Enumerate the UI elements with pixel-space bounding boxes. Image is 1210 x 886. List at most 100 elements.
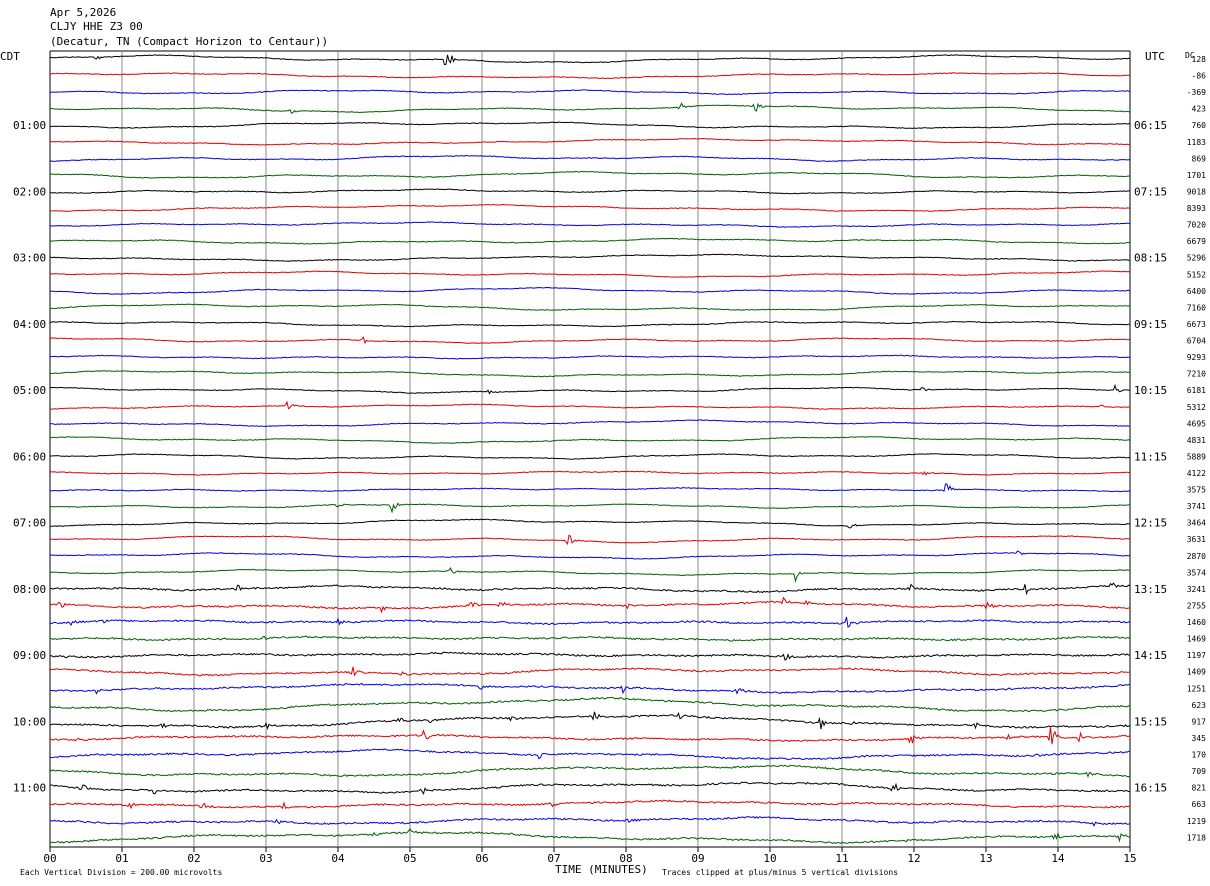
x-axis-ticks: 00 01 02 03 04 05 06 07 08 09 10 11 12 13 14 15 <box>43 847 1137 865</box>
trace-line <box>49 270 1131 278</box>
dc-offset-label: -86 <box>1192 72 1207 81</box>
dc-offset-label: 7160 <box>1187 303 1206 312</box>
dc-offset-label: 4122 <box>1187 469 1206 478</box>
trace-line <box>49 170 1131 179</box>
trace-line <box>49 748 1131 761</box>
trace-line <box>49 470 1130 476</box>
left-hour-label: 08:00 <box>13 583 46 596</box>
dc-offset-label: 4831 <box>1187 436 1206 445</box>
dc-offset-label: 345 <box>1192 734 1207 743</box>
x-tick-label: 09 <box>691 852 704 865</box>
dc-offset-label: 1409 <box>1187 668 1206 677</box>
dc-offset-label: 663 <box>1192 800 1207 809</box>
x-tick-label: 14 <box>1051 852 1065 865</box>
dc-offset-label: 170 <box>1192 751 1207 760</box>
dc-offset-label: 3575 <box>1187 486 1206 495</box>
dc-offset-label: 1460 <box>1187 618 1206 627</box>
trace-line <box>49 89 1131 96</box>
right-hour-label: 08:15 <box>1134 252 1167 265</box>
trace-line <box>49 596 1130 614</box>
dc-offset-label: 760 <box>1192 121 1207 130</box>
dc-offset-label: 2755 <box>1187 601 1206 610</box>
dc-offset-label: 5296 <box>1187 254 1206 263</box>
left-hour-label: 06:00 <box>13 450 46 463</box>
dc-offset-label: 3464 <box>1187 519 1206 528</box>
trace-line <box>49 726 1131 745</box>
right-hour-label: 14:15 <box>1134 649 1167 662</box>
trace-line <box>49 567 1131 583</box>
trace-line <box>49 253 1131 262</box>
dc-offset-label: 7020 <box>1187 221 1206 230</box>
trace-line <box>49 137 1131 146</box>
trace-line <box>49 320 1130 328</box>
right-hour-label: 06:15 <box>1134 119 1167 132</box>
left-hour-label: 11:00 <box>13 782 46 795</box>
dc-offset-label: 7210 <box>1187 370 1206 379</box>
x-tick-label: 12 <box>907 852 920 865</box>
trace-line <box>49 221 1131 228</box>
dc-offset-label: 1469 <box>1187 635 1206 644</box>
trace-line <box>49 683 1130 695</box>
right-hour-label: 13:15 <box>1134 583 1167 596</box>
trace-line <box>49 354 1131 360</box>
dc-offset-label: 1701 <box>1187 171 1206 180</box>
x-tick-label: 05 <box>403 852 416 865</box>
x-tick-label: 11 <box>835 852 848 865</box>
trace-line <box>49 483 1130 493</box>
dc-offset-label: 4695 <box>1187 419 1206 428</box>
dc-offset-label: 1197 <box>1187 651 1206 660</box>
trace-line <box>49 383 1130 395</box>
right-hour-label: 15:15 <box>1134 715 1167 728</box>
trace-line <box>49 534 1131 546</box>
x-axis-label: TIME (MINUTES) <box>555 863 648 876</box>
dc-offset-label: 5312 <box>1187 403 1206 412</box>
right-hour-label: 07:15 <box>1134 185 1167 198</box>
trace-line <box>49 121 1131 130</box>
trace-line <box>49 54 1131 66</box>
dc-offset-label: 3741 <box>1187 502 1206 511</box>
trace-line <box>49 518 1131 529</box>
dc-offset-label: 2870 <box>1187 552 1206 561</box>
right-hour-label: 11:15 <box>1134 450 1167 463</box>
dc-offset-label: 623 <box>1192 701 1207 710</box>
dc-offset-label: 709 <box>1192 767 1207 776</box>
left-hour-label: 01:00 <box>13 119 46 132</box>
dc-offset-label: 5152 <box>1187 270 1206 279</box>
x-tick-label: 01 <box>115 852 128 865</box>
dc-offset-label: 8393 <box>1187 204 1206 213</box>
dc-offset-label: 1183 <box>1187 138 1206 147</box>
dc-offset-label: 6704 <box>1187 337 1206 346</box>
trace-line <box>50 781 1131 795</box>
trace-line <box>50 419 1131 428</box>
x-tick-label: 03 <box>259 852 272 865</box>
dc-offset-label: 9018 <box>1187 187 1206 196</box>
seismic-traces <box>49 54 1131 844</box>
dc-offset-label: 423 <box>1192 105 1207 114</box>
right-hour-label: 12:15 <box>1134 517 1167 530</box>
dc-offset-labels: 128 -86 -369 423 760 1183 869 1701 9018 8393 7020 6… <box>1187 55 1206 842</box>
dc-offset-label: 1718 <box>1187 833 1206 842</box>
trace-line <box>49 400 1130 410</box>
dc-offset-label: 1251 <box>1187 684 1206 693</box>
trace-line <box>49 696 1131 713</box>
x-tick-label: 13 <box>979 852 992 865</box>
right-hour-labels: 06:15 07:15 08:15 09:15 10:15 11:15 12:15 13:15… <box>1134 119 1167 794</box>
header-location: (Decatur, TN (Compact Horizon to Centaur… <box>50 35 328 48</box>
dc-offset-label: 3574 <box>1187 568 1206 577</box>
trace-line <box>49 616 1131 628</box>
x-tick-label: 04 <box>331 852 345 865</box>
left-hour-label: 03:00 <box>13 252 46 265</box>
left-timezone-label: CDT <box>0 50 20 63</box>
left-hour-label: 04:00 <box>13 318 46 331</box>
dc-offset-label: 869 <box>1192 154 1207 163</box>
right-timezone-label: UTC <box>1145 50 1165 63</box>
x-tick-label: 15 <box>1123 852 1136 865</box>
trace-line <box>49 72 1131 80</box>
trace-line <box>49 237 1131 245</box>
trace-line <box>50 828 1131 844</box>
trace-line <box>49 502 1131 514</box>
left-hour-label: 02:00 <box>13 185 46 198</box>
right-hour-label: 09:15 <box>1134 318 1167 331</box>
dc-offset-label: 917 <box>1192 717 1207 726</box>
dc-offset-label: 6400 <box>1187 287 1206 296</box>
